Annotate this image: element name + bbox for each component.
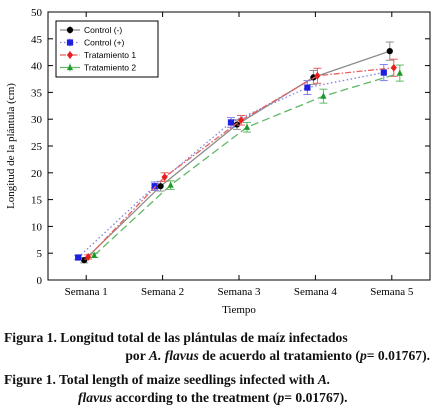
y-tick-label: 40	[31, 61, 43, 73]
y-tick-label: 15	[31, 195, 43, 207]
data-point	[233, 121, 241, 128]
data-point	[380, 69, 387, 76]
y-tick-label: 20	[31, 168, 43, 180]
legend-marker	[66, 26, 74, 34]
series-line	[93, 72, 400, 256]
legend-label: Control (-)	[84, 25, 122, 35]
caption-en-line-2: flavus according to the treatment (p= 0.…	[4, 389, 432, 407]
y-axis-label: Longitud de la plántula (cm)	[5, 83, 17, 209]
y-tick-label: 0	[37, 275, 43, 287]
data-point	[157, 183, 164, 190]
caption-es-text: por	[125, 348, 149, 363]
caption-en-p: p	[277, 390, 285, 405]
caption-en-pvalue: = 0.01767).	[284, 390, 348, 405]
x-tick-label: Semana 3	[217, 286, 261, 298]
caption-en-species: flavus	[78, 390, 112, 405]
series-line	[77, 71, 384, 258]
caption-es-pvalue: = 0.01767).	[366, 348, 430, 363]
legend-label: Tratamiento 2	[84, 63, 136, 73]
y-tick-label: 45	[31, 34, 43, 46]
series-line	[83, 50, 391, 261]
data-point	[91, 251, 98, 258]
caption-en-genus: A.	[317, 372, 331, 387]
data-point	[85, 253, 92, 261]
x-tick-label: Semana 4	[294, 286, 338, 298]
data-point	[396, 69, 403, 76]
caption-spanish: Figura 1. Longitud total de las plántula…	[4, 329, 432, 365]
caption-es-line-1: Figura 1. Longitud total de las plántula…	[4, 330, 348, 345]
y-tick-label: 25	[31, 141, 43, 153]
caption-en-text-2: according to the treatment (	[111, 390, 278, 405]
data-point	[151, 183, 158, 190]
y-tick-label: 50	[31, 7, 43, 19]
data-point	[320, 92, 327, 99]
caption-en-text: Figure 1. Total length of maize seedling…	[4, 372, 318, 387]
legend-marker	[66, 51, 74, 59]
y-tick-label: 5	[37, 248, 43, 260]
data-point	[227, 119, 235, 126]
data-point	[237, 116, 245, 125]
x-tick-label: Semana 1	[65, 286, 108, 298]
y-tick-label: 35	[31, 87, 43, 99]
x-tick-label: Semana 5	[370, 286, 414, 298]
y-tick-label: 10	[31, 221, 43, 233]
x-tick-label: Semana 2	[141, 286, 184, 298]
caption-en-line-1: Figure 1. Total length of maize seedling…	[4, 371, 432, 389]
data-point	[75, 254, 82, 261]
data-point	[314, 71, 321, 80]
caption-es-p: p	[359, 348, 367, 363]
legend-label: Control (+)	[84, 38, 125, 48]
caption-es-line-2: por A. flavus de acuerdo al tratamiento …	[4, 347, 432, 365]
data-point	[243, 123, 251, 130]
y-tick-label: 30	[31, 114, 43, 126]
data-point	[167, 181, 174, 188]
data-point	[390, 63, 397, 72]
legend-marker	[66, 39, 74, 46]
caption-es-text-2: de acuerdo al tratamiento (	[198, 348, 360, 363]
caption-es-species: A. flavus	[148, 348, 199, 363]
series-line	[87, 67, 394, 258]
legend-marker	[66, 63, 74, 71]
data-point	[161, 173, 168, 181]
data-point	[386, 48, 393, 55]
caption-english: Figure 1. Total length of maize seedling…	[4, 371, 432, 407]
x-axis-label: Tiempo	[222, 304, 256, 316]
line-chart: 0 5 10 15 20 25 30 35 40 45 50 Semana 1 Semana 2 Sema…	[5, 7, 431, 316]
legend-label: Tratamiento 1	[84, 50, 136, 60]
data-point	[304, 84, 311, 91]
